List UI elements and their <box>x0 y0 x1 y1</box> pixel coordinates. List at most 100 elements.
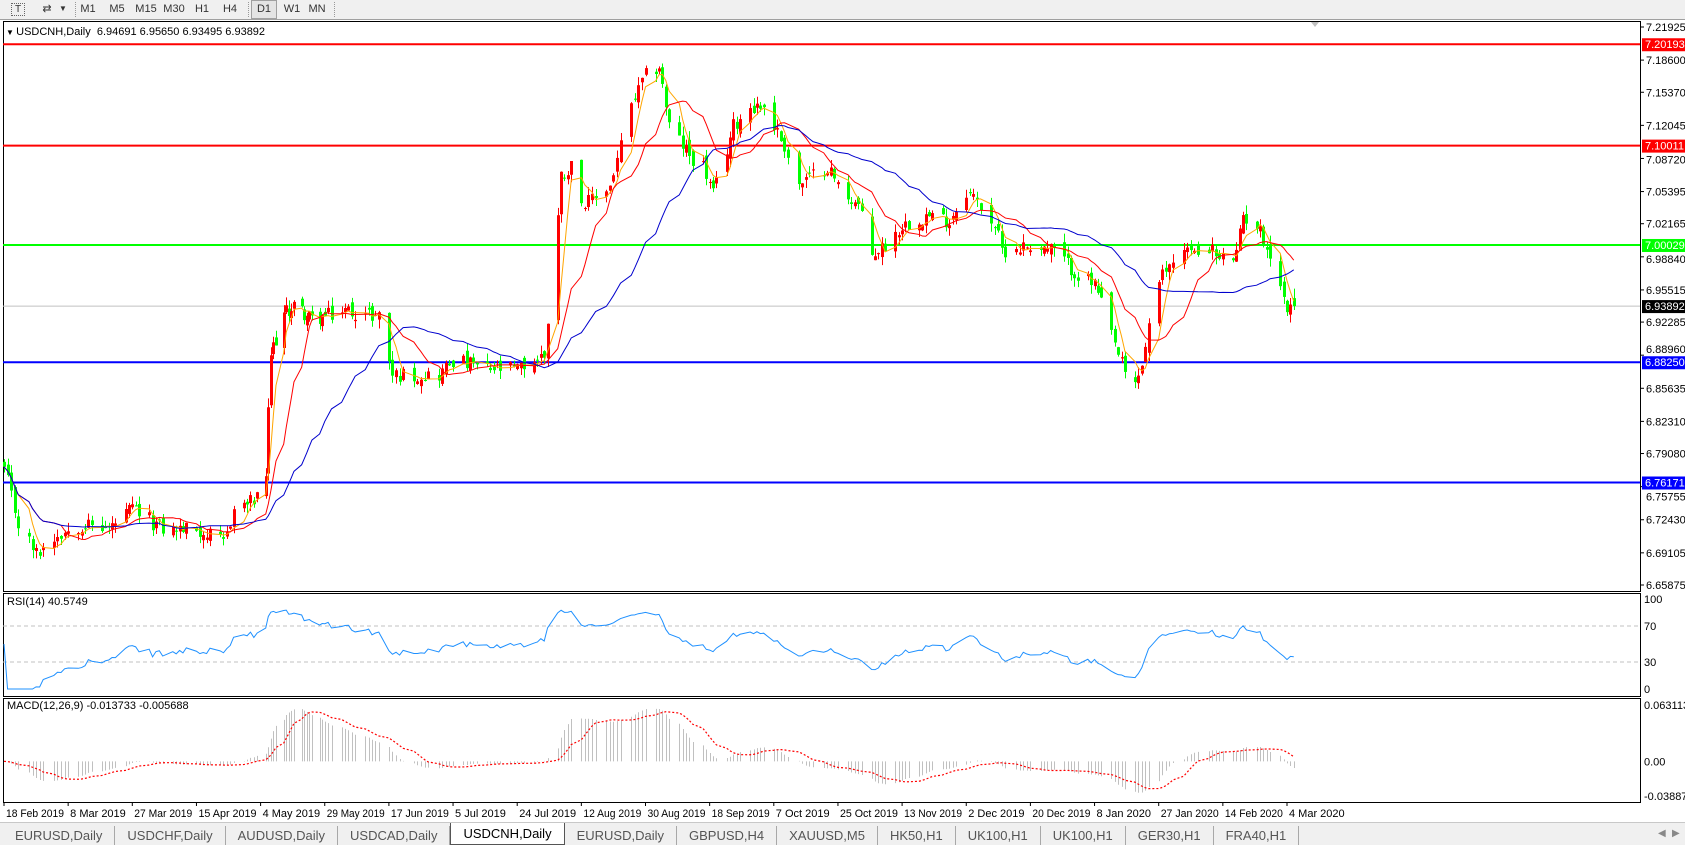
period-d1-button[interactable]: D1 <box>251 0 277 19</box>
candle-body <box>402 368 405 380</box>
tab-uk100-h1[interactable]: UK100,H1 <box>956 826 1041 845</box>
candle-body <box>898 235 901 238</box>
text-tool-icon[interactable]: T <box>11 3 25 16</box>
candle-body <box>272 342 275 355</box>
macd-pane-content <box>3 708 1295 793</box>
price-level-tag-label: 7.10011 <box>1645 141 1684 153</box>
date-tick-label: 8 Jan 2020 <box>1097 808 1151 820</box>
candle-body <box>969 192 972 194</box>
price-tick-label: 7.18600 <box>1646 55 1685 67</box>
candle-body <box>1168 264 1171 273</box>
tab-fra40-h1[interactable]: FRA40,H1 <box>1214 826 1300 845</box>
price-tick-label: 7.02165 <box>1646 219 1685 231</box>
tab-usdcad-daily[interactable]: USDCAD,Daily <box>338 826 451 845</box>
candle-body <box>942 208 945 215</box>
price-tick-label: 7.21925 <box>1646 22 1685 34</box>
candle-body <box>1050 243 1053 255</box>
candle-body <box>637 85 640 103</box>
candle-body <box>476 362 479 365</box>
candle-body <box>283 312 286 348</box>
candle-body <box>35 547 38 552</box>
candle-body <box>1026 247 1029 249</box>
price-level-tag <box>1642 38 1685 52</box>
period-mn-button[interactable]: MN <box>308 3 326 15</box>
candle-body <box>1293 298 1296 307</box>
tab-eurusd-daily-2[interactable]: EURUSD,Daily <box>565 826 677 845</box>
tab-eurusd-daily[interactable]: EURUSD,Daily <box>3 826 116 845</box>
candle-body <box>884 243 887 252</box>
candle-body <box>726 154 729 172</box>
price-tick-label: 6.82310 <box>1646 416 1685 428</box>
candle-body <box>620 140 623 163</box>
tab-usdchf-daily[interactable]: USDCHF,Daily <box>115 826 226 845</box>
candle-body <box>678 122 681 136</box>
candle-body <box>448 363 451 366</box>
candle-body <box>3 461 6 467</box>
candle-body <box>826 172 829 176</box>
tab-hk50-h1[interactable]: HK50,H1 <box>878 826 956 845</box>
candle-body <box>736 121 739 129</box>
date-tick-label: 4 May 2019 <box>263 808 320 820</box>
candle-body <box>138 503 141 517</box>
date-tick-label: 27 Mar 2019 <box>134 808 192 820</box>
period-h4-button[interactable]: H4 <box>222 3 238 15</box>
candle-body <box>584 208 587 210</box>
tab-usdcnh-daily[interactable]: USDCNH,Daily <box>450 823 565 845</box>
candle-body <box>391 359 394 376</box>
candle-body <box>921 224 924 231</box>
chevron-down-icon[interactable]: ▼ <box>59 4 67 13</box>
candle-body <box>901 230 904 235</box>
period-m1-button[interactable]: M1 <box>80 3 96 15</box>
price-tick-label: 7.05395 <box>1646 187 1685 199</box>
candle-body <box>1148 323 1151 353</box>
candle-body <box>634 98 637 100</box>
tab-scroll-left-icon[interactable]: ◀ <box>1658 828 1666 839</box>
period-m15-button[interactable]: M15 <box>135 3 157 15</box>
candle-body <box>1043 246 1046 254</box>
chart-area[interactable]: 7.21925 7.18600 7.15370 7.12045 7.08720 7.053… <box>0 0 1685 822</box>
candle-body <box>395 370 398 378</box>
price-level-tag-label: 7.20193 <box>1645 39 1685 51</box>
candle-body <box>685 145 688 153</box>
candle-body <box>28 532 31 537</box>
candle-body <box>1134 377 1137 383</box>
symbol-title: USDCNH,Daily <box>16 26 91 38</box>
chart-menu-triangle-icon[interactable]: ▼ <box>6 28 17 37</box>
candle-body <box>131 504 134 508</box>
candle-body <box>344 308 347 313</box>
candle-body <box>645 68 648 75</box>
candle-body <box>908 221 911 230</box>
candle-body <box>729 137 732 159</box>
draw-objects-icon[interactable]: ⇄ <box>42 3 52 15</box>
candle-body <box>1242 215 1245 234</box>
tab-uk100-h1-2[interactable]: UK100,H1 <box>1041 826 1126 845</box>
candle-body <box>965 197 968 210</box>
period-m30-button[interactable]: M30 <box>163 3 185 15</box>
tab-ger30-h1[interactable]: GER30,H1 <box>1126 826 1214 845</box>
candle-body <box>874 256 877 261</box>
tab-scroll-right-icon[interactable]: ▶ <box>1672 828 1680 839</box>
price-level-tag <box>1642 139 1685 153</box>
rsi-pane-content <box>3 609 1640 690</box>
tab-xauusd-m5[interactable]: XAUUSD,M5 <box>777 826 878 845</box>
tab-gbpusd-h4[interactable]: GBPUSD,H4 <box>677 826 778 845</box>
tab-audusd-daily[interactable]: AUDUSD,Daily <box>226 826 339 845</box>
timeframe-toolbar: T ⇄ ▼ M1 M5 M15 M30 H1 H4 D1 W1 MN <box>0 0 1685 20</box>
period-w1-button[interactable]: W1 <box>283 3 301 15</box>
candle-body <box>293 301 296 309</box>
candle-body <box>91 520 94 526</box>
candle-body <box>833 168 836 179</box>
period-m5-button[interactable]: M5 <box>109 3 125 15</box>
candle-body <box>452 360 455 368</box>
moving-average-line <box>3 73 1295 550</box>
rsi-tick-label: 100 <box>1644 594 1662 606</box>
candle-body <box>206 537 209 540</box>
period-h1-button[interactable]: H1 <box>194 3 210 15</box>
candle-body <box>175 530 178 532</box>
candle-body <box>199 527 202 537</box>
candle-body <box>303 309 306 321</box>
date-tick-label: 5 Jul 2019 <box>455 808 506 820</box>
candle-body <box>773 102 776 131</box>
chart-background <box>0 20 1685 822</box>
candle-body <box>87 519 90 528</box>
